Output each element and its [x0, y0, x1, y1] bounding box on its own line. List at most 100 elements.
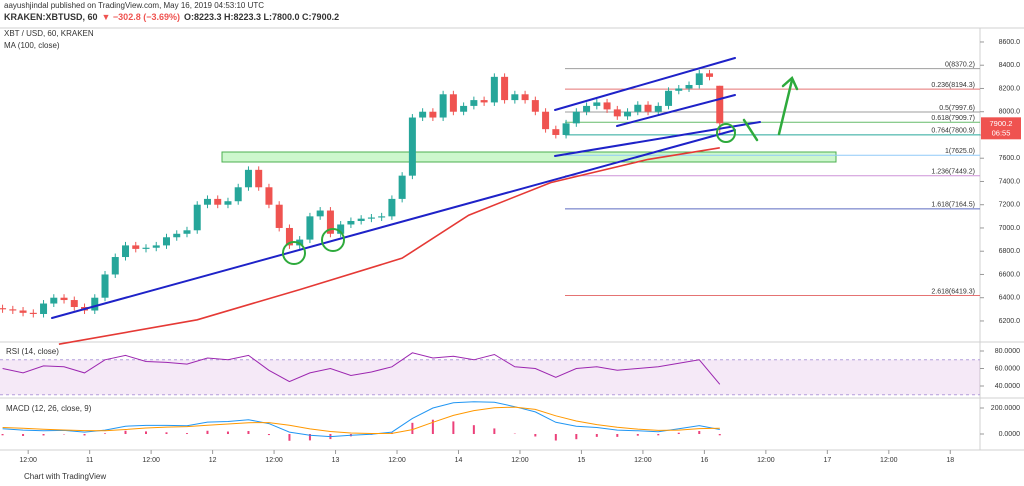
candle-body	[357, 218, 365, 221]
candle-body	[275, 204, 283, 228]
macd-histogram-bar	[247, 431, 250, 435]
candle-body	[40, 303, 48, 314]
candle-body	[60, 297, 68, 301]
macd-histogram-bar	[616, 434, 619, 437]
candle-body	[70, 300, 78, 308]
candle-body	[439, 94, 447, 118]
candle-body	[490, 76, 498, 103]
x-tick-label: 12:00	[634, 457, 652, 464]
macd-histogram-bar	[206, 430, 209, 435]
macd-histogram-bar	[718, 434, 721, 436]
macd-histogram-bar	[165, 432, 168, 435]
candle-body	[9, 309, 17, 311]
fib-label: 1.618(7164.5)	[931, 202, 975, 209]
macd-histogram-bar	[534, 434, 537, 437]
macd-histogram-bar	[431, 419, 434, 435]
chart-title: XBT / USD, 60, KRAKEN	[4, 29, 94, 38]
y-tick-label: 40.0000	[995, 383, 1020, 390]
candle-body	[531, 100, 539, 112]
y-tick-label: 6200.0	[999, 318, 1021, 325]
candle-body	[203, 198, 211, 205]
candle-body	[91, 297, 99, 311]
rsi-band	[0, 359, 980, 395]
support-zone	[221, 151, 837, 163]
candle-body	[542, 111, 550, 130]
candle-body	[162, 237, 170, 246]
countdown: 06:55	[992, 128, 1011, 137]
candle-body	[0, 308, 7, 310]
candle-body	[562, 123, 570, 135]
y-tick-label: 7000.0	[999, 225, 1021, 232]
candle-body	[593, 102, 601, 106]
macd-title: MACD (12, 26, close, 9)	[6, 404, 92, 413]
y-tick-label: 0.0000	[999, 431, 1021, 438]
macd-histogram-bar	[226, 431, 229, 435]
macd-histogram-bar	[22, 434, 25, 436]
x-tick-label: 12:00	[880, 457, 898, 464]
y-tick-label: 8000.0	[999, 109, 1021, 116]
candle-body	[19, 310, 27, 313]
candle-body	[624, 111, 632, 117]
highlight-circle	[716, 123, 736, 143]
x-tick-label: 17	[823, 457, 831, 464]
y-tick-label: 6800.0	[999, 248, 1021, 255]
y-tick-label: 7200.0	[999, 202, 1021, 209]
trend-line	[554, 121, 761, 157]
candle-body	[142, 247, 150, 249]
x-tick-label: 18	[946, 457, 954, 464]
macd-histogram-bar	[595, 434, 598, 437]
candle-body	[265, 187, 273, 205]
candle-body	[644, 104, 652, 112]
arrow	[777, 78, 794, 136]
candle-body	[460, 105, 468, 112]
arrow-head	[781, 75, 799, 91]
candle-body	[214, 198, 222, 205]
x-tick-label: 12:00	[19, 457, 37, 464]
moving-average	[58, 147, 720, 345]
candle-body	[480, 100, 488, 103]
y-tick-label: 8400.0	[999, 62, 1021, 69]
fib-label: 0.5(7997.6)	[939, 105, 975, 112]
macd-histogram-bar	[124, 430, 127, 435]
fib-label: 0.236(8194.3)	[931, 82, 975, 89]
x-tick-label: 12:00	[757, 457, 775, 464]
candle-body	[716, 85, 724, 124]
macd-histogram-bar	[575, 434, 578, 440]
candle-body	[183, 230, 191, 234]
macd-histogram-bar	[42, 434, 45, 436]
candle-body	[470, 100, 478, 106]
candle-body	[654, 105, 662, 112]
candle-body	[224, 201, 232, 205]
macd-histogram-bar	[657, 434, 660, 436]
macd-histogram-bar	[288, 434, 291, 441]
candle-body	[337, 224, 345, 234]
fib-label: 0.764(7800.9)	[931, 128, 975, 135]
x-tick-label: 12	[209, 457, 217, 464]
candle-body	[695, 73, 703, 85]
candle-body	[326, 210, 334, 234]
candle-body	[449, 94, 457, 112]
y-tick-label: 8200.0	[999, 85, 1021, 92]
macd-histogram-bar	[1, 434, 4, 436]
arrow	[742, 118, 759, 142]
macd-line	[2, 406, 720, 435]
candle-body	[429, 111, 437, 118]
candle-body	[234, 187, 242, 202]
y-tick-label: 6400.0	[999, 295, 1021, 302]
x-tick-label: 15	[578, 457, 586, 464]
ma-label: MA (100, close)	[4, 41, 60, 50]
candle-body	[29, 312, 37, 314]
candle-body	[306, 216, 314, 240]
candle-body	[552, 129, 560, 135]
candle-body	[316, 210, 324, 217]
macd-histogram-bar	[308, 434, 311, 441]
x-tick-label: 12:00	[142, 457, 160, 464]
channel-line	[554, 57, 736, 111]
x-tick-label: 13	[332, 457, 340, 464]
fib-label: 1.236(7449.2)	[931, 169, 975, 176]
candle-body	[152, 245, 160, 248]
fib-label: 0.618(7909.7)	[931, 115, 975, 122]
candle-body	[367, 217, 375, 219]
macd-histogram-bar	[554, 434, 557, 441]
